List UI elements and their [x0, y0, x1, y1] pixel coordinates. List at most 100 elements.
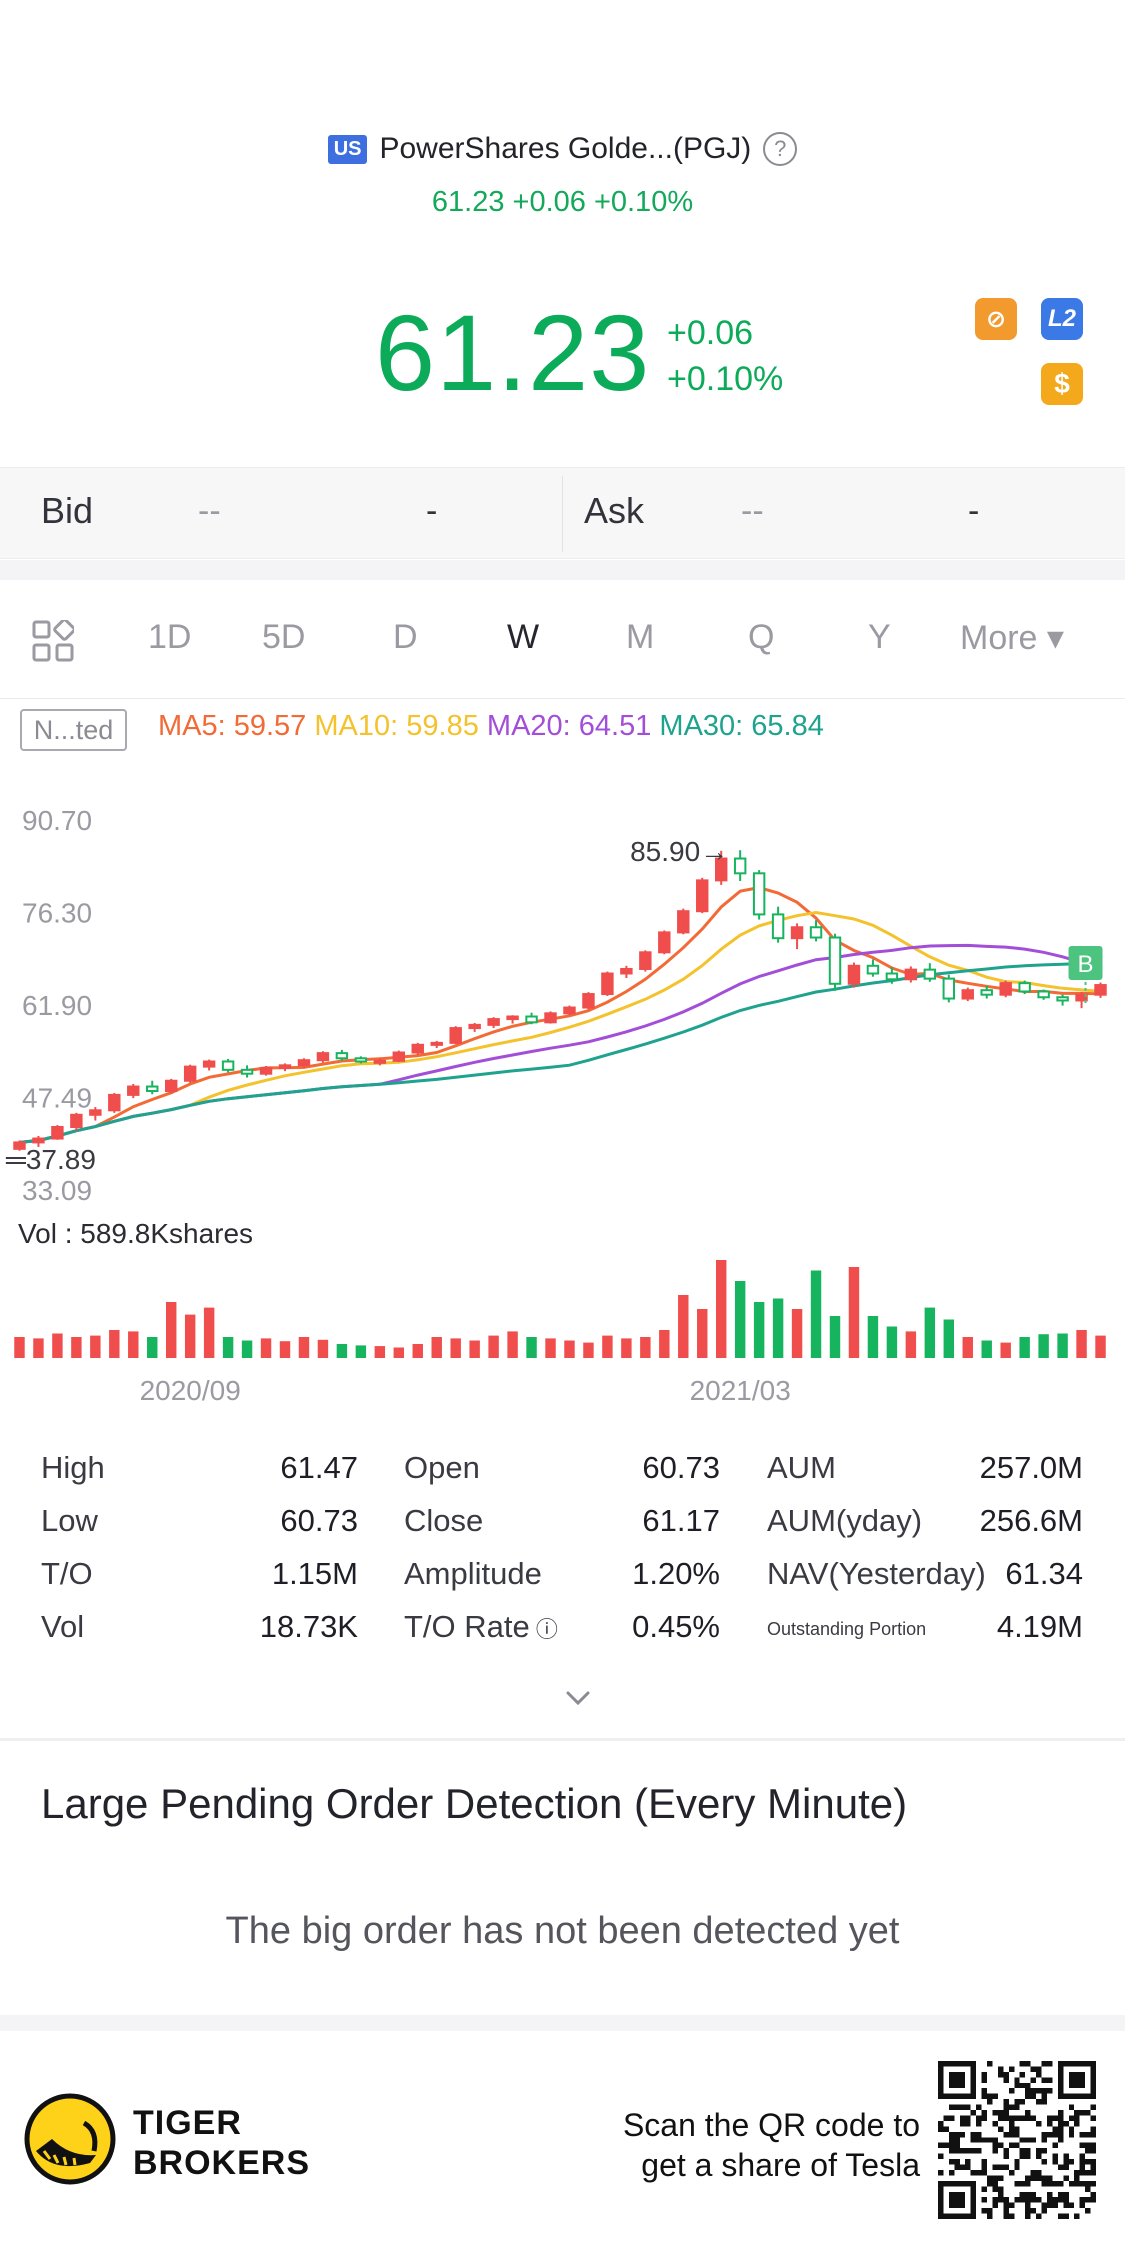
volume-bar	[450, 1338, 461, 1358]
candle-body	[771, 913, 785, 940]
volume-bar	[1057, 1333, 1068, 1358]
volume-bar	[621, 1338, 632, 1358]
x-tick-label: 2020/09	[140, 1375, 241, 1406]
no-ads-icon[interactable]: ⊘	[975, 298, 1017, 340]
volume-bar	[393, 1347, 405, 1358]
ask-label: Ask	[584, 490, 645, 531]
candle-body	[449, 1027, 462, 1044]
candle-body	[885, 972, 899, 981]
kline-chart[interactable]: 90.70 76.30 61.90 47.49 33.09 85.90→ ═37.89 B Vo…	[0, 760, 1125, 1420]
volume-bar	[298, 1337, 310, 1358]
candle-body	[942, 977, 956, 1000]
tab-y[interactable]: Y	[868, 618, 891, 656]
volume-bar	[355, 1345, 367, 1358]
chevron-down-icon[interactable]	[565, 1685, 591, 1711]
candle-body	[51, 1125, 64, 1140]
bid-price: --	[198, 492, 221, 530]
large-order-empty: The big order has not been detected yet	[225, 1910, 900, 1952]
volume-bar	[507, 1331, 518, 1358]
tab-d[interactable]: D	[393, 618, 418, 656]
layout-grid-icon[interactable]	[32, 620, 74, 662]
y-tick-label: 47.49	[22, 1083, 92, 1114]
help-icon[interactable]: ?	[763, 132, 798, 166]
volume-bar	[602, 1335, 613, 1358]
candle-body	[733, 857, 747, 875]
tab-m[interactable]: M	[626, 618, 655, 656]
volume-bar	[52, 1333, 63, 1358]
tab-more[interactable]: More ▾	[960, 619, 1064, 657]
buy-marker-icon[interactable]	[1068, 946, 1103, 980]
stat-value: 256.6M	[979, 1503, 1083, 1538]
market-badge: US	[327, 134, 368, 164]
tab-q[interactable]: Q	[748, 618, 775, 656]
stat-label: Outstanding Portion	[767, 1619, 927, 1639]
level2-icon[interactable]: L2	[1041, 298, 1083, 340]
candle-body	[1056, 996, 1069, 1002]
dollar-icon[interactable]: $	[1041, 363, 1083, 405]
volume-bar	[109, 1330, 120, 1358]
candle-body	[1018, 982, 1031, 993]
volume-bar	[886, 1326, 898, 1358]
candle-body	[164, 1079, 178, 1093]
y-tick-label: 76.30	[22, 897, 92, 928]
candle-body	[563, 1006, 576, 1015]
y-tick-label: 61.90	[22, 990, 92, 1021]
tab-w[interactable]: W	[507, 618, 540, 656]
y-tick-label: 90.70	[22, 805, 92, 836]
adjust-toggle[interactable]: N...ted	[20, 709, 127, 751]
volume-bar	[317, 1339, 329, 1358]
volume-bar	[678, 1295, 689, 1358]
volume-bar	[564, 1340, 575, 1358]
candle-body	[297, 1059, 311, 1067]
x-tick-label: 2021/03	[690, 1375, 791, 1406]
volume-bar	[90, 1335, 101, 1358]
volume-bar	[1076, 1330, 1087, 1358]
volume-bar	[697, 1309, 708, 1358]
tab-5d[interactable]: 5D	[262, 618, 306, 656]
volume-bar	[772, 1298, 784, 1358]
candle-body	[89, 1109, 102, 1116]
bid-size: -	[426, 492, 438, 530]
tab-1d[interactable]: 1D	[148, 618, 192, 656]
candle-body	[828, 936, 842, 985]
candle-body	[430, 1041, 443, 1046]
section-divider	[0, 1738, 1125, 1741]
candle-body	[1094, 984, 1107, 996]
candle-body	[714, 857, 728, 882]
candle-body	[525, 1015, 538, 1024]
candle-body	[866, 964, 880, 975]
volume-bar	[734, 1281, 746, 1358]
candle-body	[487, 1018, 500, 1026]
stat-value: 61.17	[642, 1503, 720, 1538]
candle-body	[468, 1023, 481, 1030]
volume-bar	[640, 1337, 651, 1358]
candle-body	[620, 968, 633, 975]
volume-bar	[1019, 1337, 1030, 1358]
stat-value: 60.73	[280, 1503, 358, 1538]
qr-code[interactable]	[938, 2061, 1096, 2219]
stat-value: 61.47	[280, 1450, 358, 1485]
volume-bar	[241, 1340, 253, 1358]
high-marker: 85.90→	[630, 836, 728, 867]
candle-body	[411, 1043, 424, 1054]
candle-body	[999, 982, 1012, 996]
volume-bar	[1038, 1334, 1049, 1358]
stat-label: Vol	[41, 1609, 85, 1644]
stat-value: 257.0M	[979, 1450, 1083, 1485]
candle-body	[183, 1065, 197, 1082]
stat-value: 60.73	[642, 1450, 720, 1485]
footer-divider	[0, 2015, 1125, 2031]
qr-caption: Scan the QR code to get a share of Tesla	[560, 2105, 920, 2185]
stat-label: AUM	[767, 1450, 836, 1485]
volume-bar	[336, 1344, 348, 1358]
ma10-label: MA10: 59.85	[314, 710, 479, 742]
volume-bar	[279, 1341, 291, 1358]
volume-bar	[1000, 1342, 1011, 1358]
large-order-title: Large Pending Order Detection (Every Min…	[41, 1780, 908, 1827]
stat-label: Low	[41, 1503, 98, 1538]
candle-body	[639, 951, 652, 971]
stat-label: AUM(yday)	[767, 1503, 923, 1538]
stat-value: 61.34	[1005, 1556, 1083, 1591]
change-value: +0.06	[667, 314, 754, 352]
info-icon[interactable]: ⓘ	[529, 1617, 558, 1642]
